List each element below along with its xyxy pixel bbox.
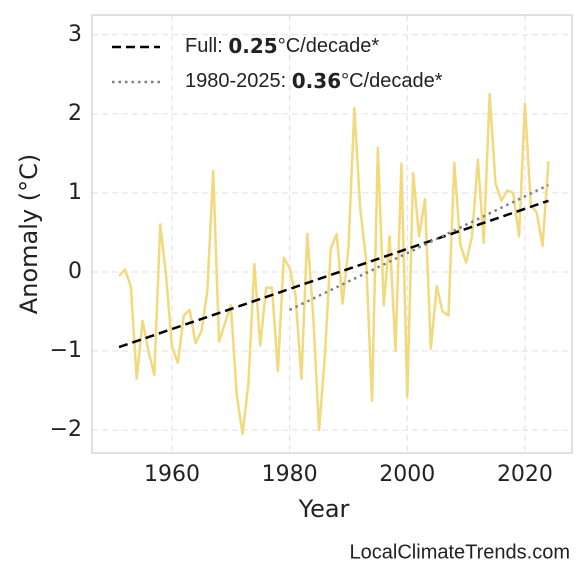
y-tick-label: −2 bbox=[50, 417, 82, 442]
x-tick-label: 2020 bbox=[497, 462, 553, 487]
y-tick-label: 2 bbox=[68, 101, 82, 126]
x-tick-label: 1980 bbox=[262, 462, 318, 487]
legend-label: 1980-2025: 0.36°C/decade* bbox=[185, 69, 443, 93]
data-line bbox=[118, 92, 550, 436]
legend-label-part: 0.25 bbox=[228, 34, 277, 58]
trend-line bbox=[289, 183, 550, 312]
legend-label-part: °C/decade* bbox=[278, 35, 380, 57]
legend-label-part: Full: bbox=[185, 35, 228, 57]
y-tick-label: 1 bbox=[68, 180, 82, 205]
y-tick-label: 3 bbox=[68, 22, 82, 47]
x-axis-label: Year bbox=[298, 495, 350, 523]
y-tick-label: −1 bbox=[50, 338, 82, 363]
legend-label: Full: 0.25°C/decade* bbox=[185, 34, 379, 58]
source: LocalClimateTrends.com bbox=[350, 541, 570, 563]
legend-label-part: 1980-2025: bbox=[185, 70, 292, 92]
trend-line bbox=[118, 199, 549, 349]
plot-frame bbox=[91, 14, 573, 454]
legend-label-part: 0.36 bbox=[292, 69, 341, 93]
legend-label-part: °C/decade* bbox=[341, 70, 443, 92]
y-tick-label: 0 bbox=[68, 259, 82, 284]
x-tick-label: 1960 bbox=[144, 462, 200, 487]
y-axis-label: Anomaly (°C) bbox=[15, 154, 43, 314]
x-tick-label: 2000 bbox=[379, 462, 435, 487]
